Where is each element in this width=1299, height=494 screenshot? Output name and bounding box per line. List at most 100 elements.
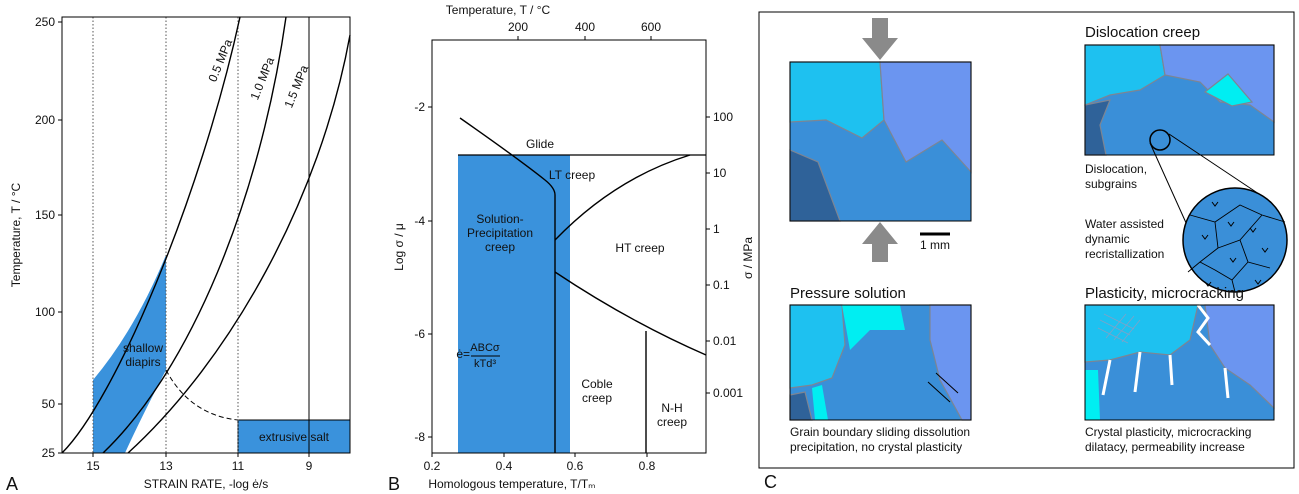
y2-tick-label: 10 (713, 166, 727, 180)
line: Grain boundary sliding dissolution (790, 425, 970, 439)
region-label: LT creep (549, 168, 596, 182)
x-tick-label: 15 (86, 459, 100, 473)
panel-label: C (764, 472, 777, 492)
line: diapirs (125, 355, 160, 369)
y-tick-label: 150 (35, 208, 55, 222)
y-tick-label: 50 (42, 397, 56, 411)
equation: ė= (456, 347, 470, 361)
zoom-circle (1149, 129, 1171, 151)
panel-label: B (388, 474, 400, 494)
note: Water assisted dynamic recristallization (1085, 217, 1164, 261)
zoom-line (1168, 133, 1263, 197)
line: creep (485, 240, 515, 254)
top-tick-label: 400 (575, 20, 595, 34)
line: creep (582, 391, 612, 405)
y-tick-label: -2 (414, 100, 425, 114)
equation-denominator: kTd³ (474, 358, 496, 370)
x-axis-label: Homologous temperature, T/Tₘ (428, 477, 595, 491)
caption: Crystal plasticity, microcracking dilatac… (1085, 425, 1251, 454)
scale-label: 1 mm (920, 238, 950, 252)
arrow (862, 222, 898, 262)
panel-label: A (6, 474, 18, 494)
line: dynamic (1085, 232, 1130, 246)
line: subgrains (1085, 177, 1137, 191)
curve (127, 34, 351, 454)
x-tick-label: 0.6 (567, 459, 584, 473)
y-tick-label: -4 (414, 214, 425, 228)
y2-tick-label: 0.001 (713, 386, 743, 400)
caption: Grain boundary sliding dissolution precip… (790, 425, 970, 454)
region-label: shallow diapirs (123, 341, 163, 369)
line: shallow (123, 341, 163, 355)
subpanel-title: Dislocation creep (1085, 24, 1200, 41)
grain (1203, 73, 1254, 107)
region-label: Glide (526, 137, 554, 151)
y-tick-label: -6 (414, 327, 425, 341)
line: precipitation, no crystal plasticity (790, 440, 962, 454)
line: Dislocation, (1085, 162, 1147, 176)
slip-arrow (927, 381, 951, 403)
arrow (862, 18, 898, 60)
slip-lines (1097, 313, 1141, 344)
line: creep (657, 415, 687, 429)
solution-region (458, 155, 570, 453)
top-tick-label: 200 (508, 20, 528, 34)
line: dilatacy, permeability increase (1085, 440, 1245, 454)
y2-tick-label: 1 (713, 222, 720, 236)
x-axis-label: STRAIN RATE, -log ė/s (144, 477, 268, 491)
line: N-H (661, 401, 682, 415)
boundary (459, 117, 556, 453)
x-tick-label: 11 (232, 459, 245, 473)
x-tick-label: 13 (159, 459, 173, 473)
microcracks (1101, 304, 1230, 399)
y-tick-label: -8 (414, 430, 425, 444)
region-label: Solution-Precipitation creep (467, 212, 533, 254)
line: Precipitation (467, 226, 533, 240)
dashed-line (165, 369, 239, 421)
curve (102, 16, 287, 454)
y2-tick-label: 0.01 (713, 334, 737, 348)
grain (812, 385, 828, 420)
subgrain-boundaries (1187, 204, 1286, 293)
dislocation-marks (1201, 201, 1269, 287)
sample-frame (789, 304, 972, 421)
plot-frame (431, 39, 707, 454)
y-tick-label: 250 (35, 15, 55, 29)
line: Solution- (476, 212, 523, 226)
boundary (554, 154, 691, 241)
x-tick-label: 0.8 (639, 459, 656, 473)
subpanel-title: Plasticity, microcracking (1085, 285, 1244, 302)
x-tick-label: 0.2 (424, 459, 441, 473)
sample-frame (789, 61, 972, 222)
curve-label: 1.5 MPa (281, 63, 311, 110)
region-label: N-H creep (657, 401, 687, 429)
panel-b: Glide LT creep HT creep Solution-Precipi… (388, 3, 755, 494)
x-tick-label: 0.4 (496, 459, 513, 473)
panel-a: 0.5 MPa 1.0 MPa 1.5 MPa shallow diapirs e… (6, 16, 351, 494)
sample-frame (1084, 44, 1275, 156)
subpanel-title: Pressure solution (790, 285, 906, 302)
note: Dislocation, subgrains (1085, 162, 1147, 191)
y2-tick-label: 0.1 (713, 278, 730, 292)
y-axis-label: Log σ / μ (392, 223, 406, 271)
region-label: extrusive salt (259, 430, 330, 444)
boundary (554, 271, 707, 356)
region-label: Coble creep (581, 377, 613, 405)
y-tick-label: 25 (42, 446, 56, 460)
region-label: HT creep (615, 241, 664, 255)
curve-label: 0.5 MPa (205, 37, 235, 84)
panel-c: C 1 mm Dislocation creep Dislocation, sub… (758, 11, 1295, 492)
grain (842, 305, 905, 350)
top-tick-label: 600 (641, 20, 661, 34)
y-tick-label: 200 (35, 113, 55, 127)
line: Water assisted (1085, 217, 1164, 231)
line: Coble (581, 377, 613, 391)
zoom-line (1149, 142, 1188, 226)
line: Crystal plasticity, microcracking (1085, 425, 1251, 439)
y-tick-label: 100 (35, 305, 55, 319)
x-tick-label: 9 (306, 459, 313, 473)
y2-axis-label: σ / MPa (741, 237, 755, 279)
equation-numerator: ABCσ (470, 342, 500, 354)
grain (1084, 304, 1199, 363)
